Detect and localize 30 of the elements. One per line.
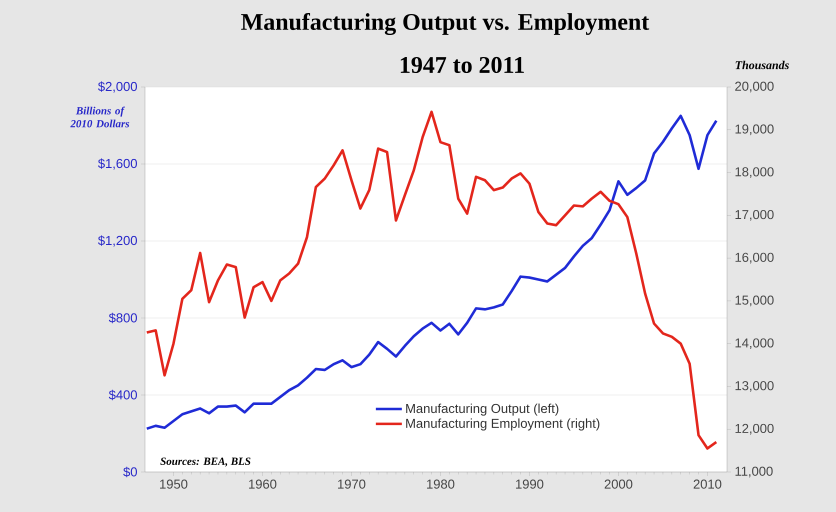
y-tick-label: $1,200 [98,235,137,247]
x-tick-label: 1960 [249,480,276,489]
y2-tick-label: 16,000 [736,252,774,264]
chart-subtitle: 1947 to 2011 [400,56,524,74]
y-axis-title: Billions of 2010 Dollars [70,106,130,128]
annotation: Sources: BEA, BLS [160,458,250,467]
y2-tick-label: 19,000 [736,124,774,136]
y-tick-label: $800 [108,312,137,324]
x-tick-label: 1950 [160,480,188,489]
y-tick-label: $1,600 [98,158,137,170]
x-tick-label: 1970 [338,480,366,489]
y2-tick-label: 17,000 [736,210,774,221]
y2-axis-title: Thousands [736,60,789,70]
y-tick-label: $2,000 [98,81,137,93]
y-tick-label: $400 [108,390,137,400]
y2-tick-label: 12,000 [736,424,774,435]
y2-tick-label: 20,000 [735,82,774,92]
x-tick-label: 1990 [516,480,544,489]
y-tick-label: $0 [123,466,137,478]
y2-tick-label: 13,000 [736,381,774,392]
y2-tick-label: 18,000 [736,167,774,178]
x-tick-label: 1980 [427,480,454,489]
y2-tick-label: 11,000 [736,466,773,478]
y2-tick-label: 14,000 [736,338,774,350]
y2-tick-label: 15,000 [736,296,774,306]
x-tick-label: 2000 [604,480,632,489]
legend-label: Manufacturing Employment (right) [406,418,600,431]
legend-label: Manufacturing Output (left) [406,404,558,416]
chart-title: Manufacturing Output vs. Employment [241,12,650,36]
x-tick-label: 2010 [694,480,722,489]
